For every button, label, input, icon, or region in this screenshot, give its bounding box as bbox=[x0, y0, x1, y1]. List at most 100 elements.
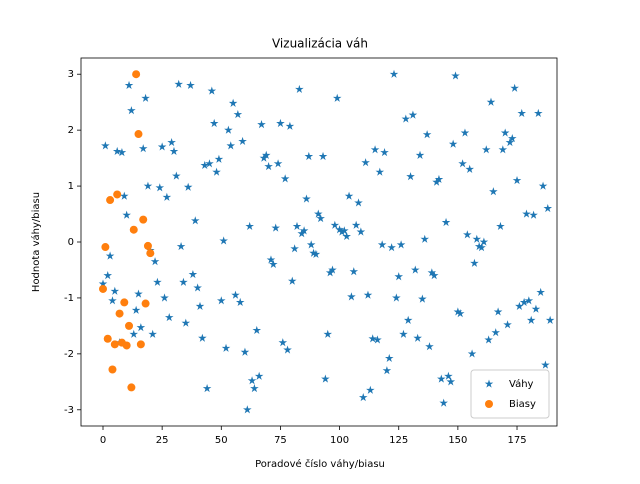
circle-marker bbox=[143, 241, 152, 250]
star-marker bbox=[174, 79, 183, 88]
star-marker bbox=[162, 192, 172, 201]
star-marker bbox=[167, 137, 176, 147]
star-marker bbox=[335, 225, 344, 234]
y-axis-label: Hodnota váhy/biasu bbox=[30, 192, 42, 292]
star-marker bbox=[212, 167, 221, 176]
star-marker bbox=[418, 294, 427, 303]
x-tick-label: 25 bbox=[156, 435, 169, 446]
star-marker bbox=[252, 325, 262, 335]
star-marker bbox=[160, 293, 169, 302]
star-marker bbox=[545, 315, 555, 324]
x-tick-label: 125 bbox=[389, 435, 408, 446]
star-marker bbox=[129, 329, 139, 338]
star-marker bbox=[401, 114, 411, 123]
star-marker bbox=[543, 203, 553, 213]
star-marker bbox=[337, 227, 347, 236]
star-marker bbox=[394, 272, 404, 281]
star-marker bbox=[250, 384, 259, 393]
star-marker bbox=[138, 144, 148, 153]
star-marker bbox=[243, 405, 252, 414]
star-marker bbox=[238, 136, 247, 145]
star-marker bbox=[193, 283, 202, 292]
star-marker bbox=[382, 366, 392, 375]
star-marker bbox=[299, 226, 309, 235]
star-marker bbox=[110, 286, 120, 295]
plot-frame bbox=[80, 57, 558, 427]
star-marker bbox=[472, 234, 482, 243]
star-marker bbox=[316, 214, 325, 223]
star-marker bbox=[280, 174, 290, 183]
x-tick-label: 175 bbox=[507, 435, 526, 446]
y-tick-label: 3 bbox=[68, 69, 74, 80]
star-marker bbox=[484, 335, 493, 344]
star-marker bbox=[340, 226, 349, 235]
star-marker bbox=[103, 271, 113, 280]
chart-title: Vizualizácia váh bbox=[272, 37, 368, 51]
circle-marker bbox=[110, 340, 119, 349]
circle-marker bbox=[120, 298, 129, 307]
circle-marker bbox=[485, 400, 493, 408]
star-marker bbox=[486, 97, 496, 106]
star-marker bbox=[489, 187, 498, 196]
y-tick-label: -3 bbox=[64, 405, 74, 416]
circle-marker bbox=[125, 321, 134, 330]
y-tick-label: -1 bbox=[64, 293, 74, 304]
star-marker bbox=[368, 334, 377, 343]
y-tick-label: -2 bbox=[64, 349, 74, 360]
x-tick-label: 75 bbox=[274, 435, 287, 446]
star-marker bbox=[463, 230, 472, 239]
star-marker bbox=[531, 304, 541, 313]
star-marker bbox=[285, 121, 295, 130]
y-tick-label: 2 bbox=[68, 125, 74, 136]
star-marker bbox=[247, 376, 257, 385]
circle-marker bbox=[136, 340, 145, 349]
circle-marker bbox=[127, 383, 136, 392]
star-marker bbox=[500, 128, 510, 137]
star-marker bbox=[117, 148, 127, 157]
star-marker bbox=[207, 86, 217, 95]
star-marker bbox=[384, 353, 394, 362]
star-marker bbox=[233, 109, 243, 119]
star-marker bbox=[209, 118, 219, 128]
star-marker bbox=[396, 240, 406, 249]
star-marker bbox=[512, 175, 522, 185]
star-marker bbox=[195, 301, 205, 310]
legend-box bbox=[470, 369, 550, 419]
star-marker bbox=[470, 258, 479, 267]
star-marker bbox=[389, 69, 399, 78]
star-marker bbox=[172, 171, 181, 180]
star-marker bbox=[534, 108, 543, 118]
star-marker bbox=[181, 318, 191, 327]
star-marker bbox=[228, 98, 238, 107]
star-marker bbox=[363, 290, 373, 299]
star-marker bbox=[467, 349, 477, 358]
star-marker bbox=[453, 307, 463, 316]
star-marker bbox=[517, 108, 527, 118]
star-marker bbox=[481, 145, 491, 154]
star-marker bbox=[351, 220, 361, 229]
star-marker bbox=[332, 93, 342, 102]
star-marker bbox=[309, 248, 318, 257]
star-marker bbox=[202, 384, 212, 393]
star-marker bbox=[356, 227, 366, 236]
star-marker bbox=[455, 309, 465, 318]
star-marker bbox=[446, 377, 456, 386]
star-marker bbox=[361, 158, 370, 167]
star-marker bbox=[477, 243, 486, 252]
circle-marker bbox=[134, 130, 143, 139]
star-marker bbox=[448, 139, 458, 148]
star-marker bbox=[437, 374, 446, 383]
star-marker bbox=[403, 315, 413, 324]
star-marker bbox=[508, 134, 517, 143]
star-marker bbox=[169, 146, 179, 156]
star-marker bbox=[112, 146, 122, 156]
star-marker bbox=[278, 338, 288, 347]
star-marker bbox=[323, 329, 333, 338]
star-marker bbox=[153, 277, 162, 286]
star-marker bbox=[254, 371, 264, 380]
star-marker bbox=[240, 347, 250, 356]
star-marker bbox=[484, 379, 494, 388]
star-marker bbox=[354, 198, 363, 207]
star-marker bbox=[143, 181, 153, 190]
star-marker bbox=[349, 267, 359, 276]
